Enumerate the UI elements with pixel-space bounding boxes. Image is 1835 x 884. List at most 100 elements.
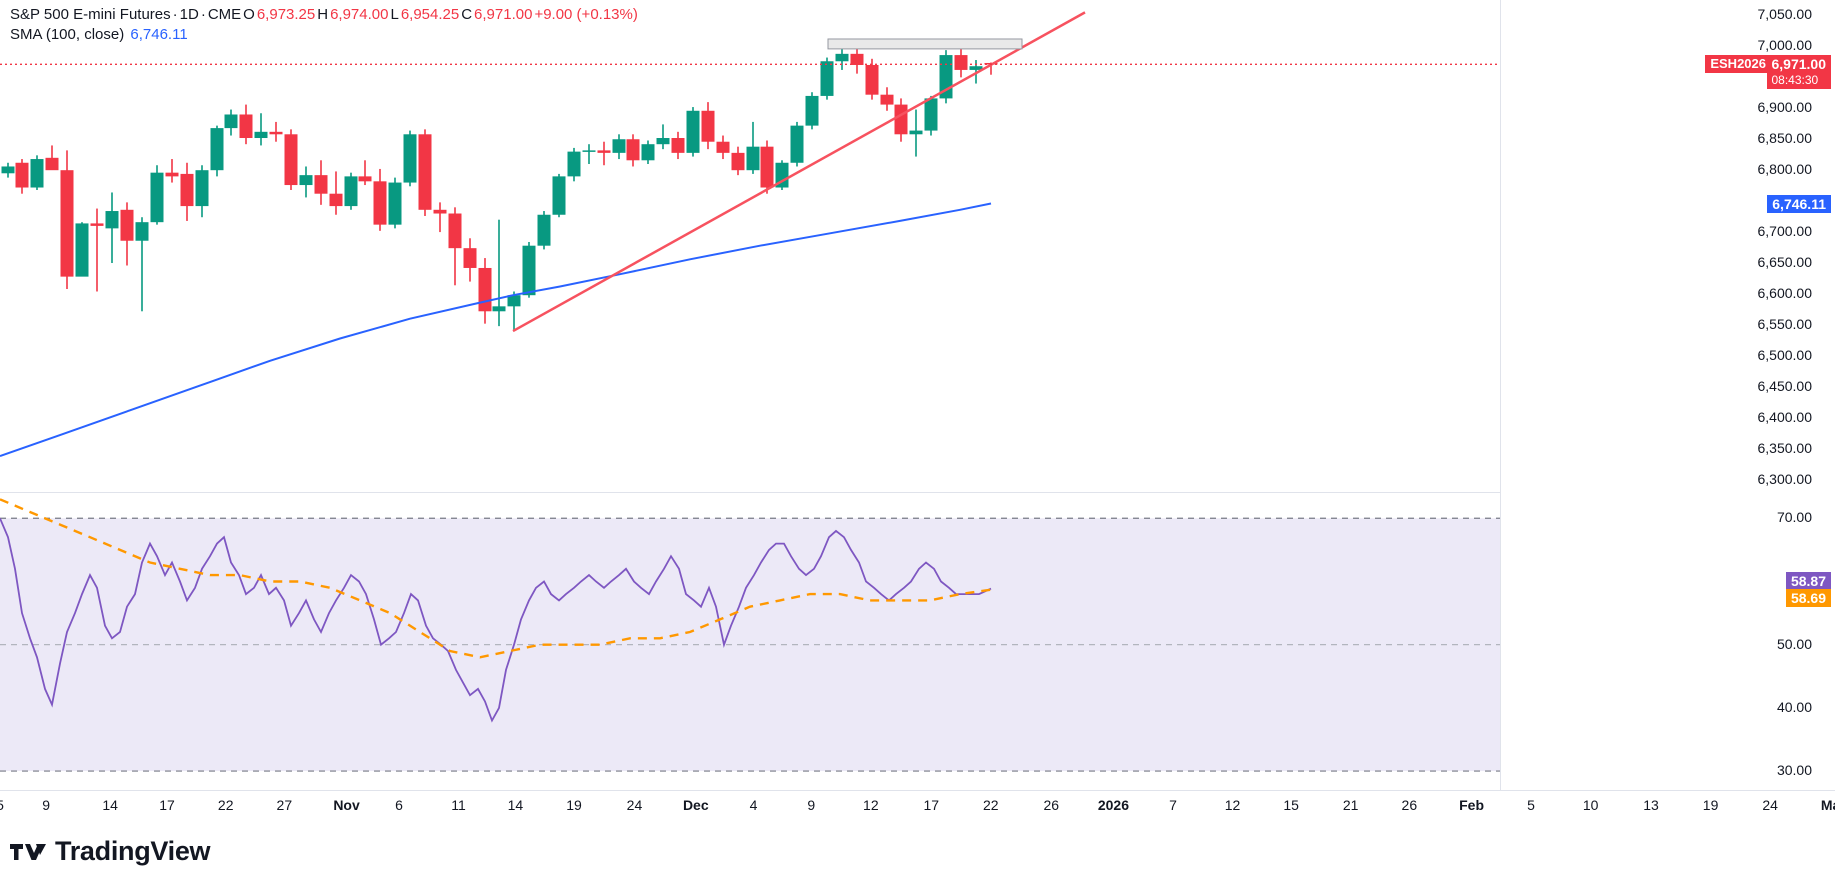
candle-body — [969, 66, 983, 70]
last-price-countdown: 08:43:30 — [1771, 73, 1819, 88]
rsi-value-badge: 58.87 — [1785, 571, 1831, 590]
candle-body — [641, 144, 655, 161]
rsi-pane[interactable] — [0, 493, 1500, 790]
time-axis-tick: 22 — [217, 797, 234, 813]
price-axis-tick: 6,900.00 — [1757, 99, 1813, 116]
high-value: 6,974.00 — [330, 6, 389, 23]
candle-body — [894, 104, 908, 135]
candle-body — [388, 182, 402, 225]
tradingview-logo[interactable]: TradingView — [10, 836, 211, 867]
candle-body — [463, 248, 477, 268]
last-price-value: 6,971.00 — [1771, 56, 1827, 73]
candle-body — [135, 222, 149, 241]
time-axis-tick: 9 — [807, 797, 816, 813]
rsi-axis-tick: 50.00 — [1776, 635, 1812, 652]
rsi-line — [0, 517, 992, 723]
price-axis-tick: 6,800.00 — [1757, 161, 1813, 178]
price-axis-tick: 6,500.00 — [1757, 346, 1813, 363]
rsi-ma-value-badge: 58.69 — [1785, 589, 1831, 608]
price-axis-tick: 6,600.00 — [1757, 284, 1813, 301]
candle-body — [492, 306, 506, 312]
rsi-axis-tick: 30.00 — [1776, 762, 1812, 779]
candle-body — [165, 172, 179, 177]
candle-body — [344, 176, 358, 207]
candle-body — [701, 110, 715, 142]
rsi-axis-tick: 40.00 — [1776, 698, 1812, 715]
symbol-name[interactable]: S&P 500 E-mini Futures — [10, 6, 171, 23]
time-axis-tick: 21 — [1342, 797, 1359, 813]
price-pane[interactable] — [0, 0, 1500, 492]
candle-body — [746, 146, 760, 171]
candle-body — [820, 61, 834, 96]
low-value: 6,954.25 — [400, 6, 460, 23]
candle-body — [284, 134, 298, 186]
exchange-label: CME — [207, 6, 242, 23]
candle-body — [552, 176, 566, 215]
rectangle-drawing[interactable] — [827, 38, 1023, 50]
candle-body — [522, 245, 536, 296]
time-axis-tick: 15 — [1283, 797, 1299, 813]
sma-legend[interactable]: SMA (100, close) 6,746.11 — [10, 26, 190, 43]
candle-body — [567, 151, 581, 177]
last-price-badge: 6,971.00 08:43:30 — [1766, 55, 1831, 90]
price-axis-tick: 6,400.00 — [1757, 408, 1813, 425]
candlestick-series — [1, 46, 998, 332]
candle-body — [671, 138, 685, 153]
candle-body — [537, 214, 551, 246]
time-axis[interactable]: 5 9 14 17 22 27 Nov 6 11 14 19 24 Dec 4 9 12 17 22 26 2026 7… — [0, 790, 1835, 822]
candle-body — [626, 139, 640, 161]
open-value: 6,973.25 — [256, 6, 316, 23]
candle-body — [75, 223, 89, 277]
candle-body — [865, 64, 879, 95]
candle-body — [582, 150, 596, 152]
candle-body — [418, 134, 432, 210]
candle-body — [239, 114, 253, 139]
price-axis[interactable]: 7,050.00 7,000.00 6,900.00 6,850.00 6,800.00… — [1500, 0, 1835, 790]
change-value: +9.00 (+0.13%) — [534, 6, 638, 23]
candle-body — [269, 131, 283, 135]
candle-body — [775, 162, 789, 188]
candle-body — [373, 181, 387, 225]
interval-label[interactable]: 1D — [179, 6, 199, 23]
candle-body — [686, 110, 700, 153]
candle-body — [790, 125, 804, 163]
candle-body — [835, 53, 849, 62]
trendline-drawing[interactable] — [512, 11, 1086, 333]
candle-body — [403, 134, 417, 183]
tradingview-logo-text: TradingView — [55, 836, 211, 866]
time-axis-tick: 27 — [276, 797, 293, 813]
price-axis-tick: 7,050.00 — [1757, 6, 1813, 23]
sma-price-badge: 6,746.11 — [1767, 194, 1831, 213]
time-axis-tick: 14 — [507, 797, 524, 813]
tradingview-logo-icon — [10, 843, 46, 860]
time-axis-tick: 2026 — [1097, 797, 1130, 813]
contract-symbol-badge: ESH2026 — [1705, 55, 1771, 74]
close-key: C — [461, 6, 473, 23]
candle-body — [909, 130, 923, 135]
candle-body — [299, 175, 313, 186]
candle-body — [760, 146, 774, 188]
high-key: H — [317, 6, 329, 23]
time-axis-tick: 24 — [626, 797, 643, 813]
price-axis-tick: 6,650.00 — [1757, 254, 1813, 271]
candle-body — [1, 166, 15, 174]
candle-body — [45, 157, 59, 171]
candle-body — [805, 95, 819, 126]
price-axis-tick: 6,700.00 — [1757, 223, 1813, 240]
time-axis-tick: 19 — [566, 797, 582, 813]
pane-separator[interactable] — [0, 492, 1835, 493]
candle-body — [507, 295, 521, 307]
candle-body — [120, 209, 134, 241]
price-axis-tick: 6,300.00 — [1757, 470, 1813, 487]
candle-body — [180, 173, 194, 207]
low-key: L — [390, 6, 399, 23]
time-axis-tick: 6 — [395, 797, 403, 813]
time-axis-tick: 9 — [42, 797, 51, 813]
time-axis-tick: 11 — [451, 797, 466, 813]
time-axis-tick: Nov — [333, 797, 360, 813]
rsi-chart-svg — [0, 498, 1500, 772]
candle-body — [478, 267, 492, 312]
candle-body — [150, 172, 164, 223]
time-axis-tick: Ma — [1820, 797, 1835, 813]
time-axis-tick: 12 — [863, 797, 879, 813]
